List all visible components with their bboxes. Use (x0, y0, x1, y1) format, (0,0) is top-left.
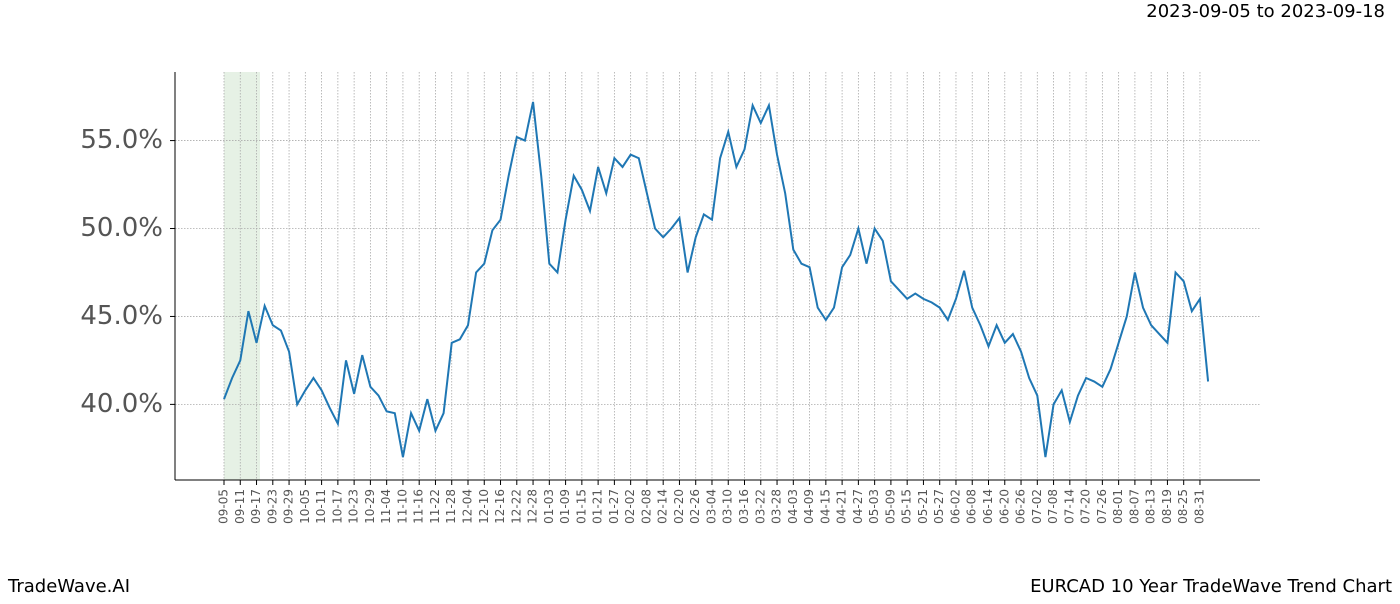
y-tick-label: 50.0% (80, 213, 163, 243)
x-tick-label: 11-16 (412, 489, 426, 524)
x-tick-label: 07-02 (1030, 489, 1044, 524)
x-tick-label: 03-16 (737, 489, 751, 524)
x-tick-label: 03-10 (721, 489, 735, 524)
x-tick-label: 12-16 (493, 489, 507, 524)
x-tick-label: 02-14 (656, 489, 670, 524)
plot (223, 101, 1210, 458)
x-tick-label: 11-10 (395, 489, 409, 524)
x-tick-label: 09-29 (282, 489, 296, 524)
x-tick-label: 10-29 (363, 489, 377, 524)
x-tick-label: 08-01 (1111, 489, 1125, 524)
x-tick-label: 11-22 (428, 489, 442, 524)
x-tick-label: 03-22 (753, 489, 767, 524)
x-tick-label: 09-05 (217, 489, 231, 524)
x-tick-label: 07-20 (1079, 489, 1093, 524)
x-tick-label: 11-04 (379, 489, 393, 524)
x-tick-label: 07-26 (1095, 489, 1109, 524)
x-tick-label: 08-13 (1144, 489, 1158, 524)
x-tick-label: 01-27 (607, 489, 621, 524)
x-tick-label: 09-11 (233, 489, 247, 524)
x-tick-label: 10-23 (347, 489, 361, 524)
x-tick-label: 06-02 (948, 489, 962, 524)
x-tick-label: 09-17 (249, 489, 263, 524)
x-tick-label: 02-02 (623, 489, 637, 524)
x-tick-label: 12-28 (526, 489, 540, 524)
x-tick-label: 01-21 (591, 489, 605, 524)
x-tick-label: 03-04 (704, 489, 718, 524)
x-tick-label: 05-27 (932, 489, 946, 524)
x-tick-label: 05-09 (883, 489, 897, 524)
trend-line (223, 101, 1210, 458)
x-tick-label: 02-20 (672, 489, 686, 524)
x-tick-label: 05-21 (916, 489, 930, 524)
x-tick-label: 09-23 (265, 489, 279, 524)
x-tick-label: 06-08 (965, 489, 979, 524)
y-tick-label: 45.0% (80, 301, 163, 331)
x-tick-label: 01-03 (542, 489, 556, 524)
x-tick-label: 07-08 (1046, 489, 1060, 524)
x-tick-label: 05-03 (867, 489, 881, 524)
brand: TradeWave.AI (7, 576, 130, 597)
y-tick-label: 55.0% (80, 125, 163, 155)
x-tick-label: 08-19 (1160, 489, 1174, 524)
x-tick-label: 03-28 (770, 489, 784, 524)
x-tick-label: 12-22 (509, 489, 523, 524)
x-tick-label: 04-03 (786, 489, 800, 524)
x-tick-label: 01-15 (574, 489, 588, 524)
x-tick-label: 10-11 (314, 489, 328, 524)
x-tick-label: 06-26 (1014, 489, 1028, 524)
x-tick-label: 10-17 (330, 489, 344, 524)
x-tick-label: 12-10 (477, 489, 491, 524)
y-tick-label: 40.0% (80, 389, 163, 419)
x-tick-label: 02-08 (639, 489, 653, 524)
x-tick-label: 02-26 (688, 489, 702, 524)
subtitle: 2023-09-05 to 2023-09-18 (1146, 1, 1385, 22)
x-tick-label: 04-21 (835, 489, 849, 524)
x-tick-label: 11-28 (444, 489, 458, 524)
x-tick-label: 12-04 (460, 489, 474, 524)
x-tick-label: 06-14 (981, 489, 995, 524)
x-tick-label: 07-14 (1062, 489, 1076, 524)
x-tick-label: 10-05 (298, 489, 312, 524)
x-tick-label: 04-09 (802, 489, 816, 524)
x-tick-label: 01-09 (558, 489, 572, 524)
x-tick-label: 06-20 (997, 489, 1011, 524)
chart-title: EURCAD 10 Year TradeWave Trend Chart (1030, 576, 1392, 597)
x-tick-label: 08-25 (1176, 489, 1190, 524)
x-tick-label: 08-07 (1127, 489, 1141, 524)
highlight-band (224, 72, 260, 480)
x-tick-label: 08-31 (1192, 489, 1206, 524)
x-tick-label: 04-27 (851, 489, 865, 524)
x-tick-label: 05-15 (900, 489, 914, 524)
grid (175, 72, 1260, 480)
x-tick-label: 04-15 (818, 489, 832, 524)
